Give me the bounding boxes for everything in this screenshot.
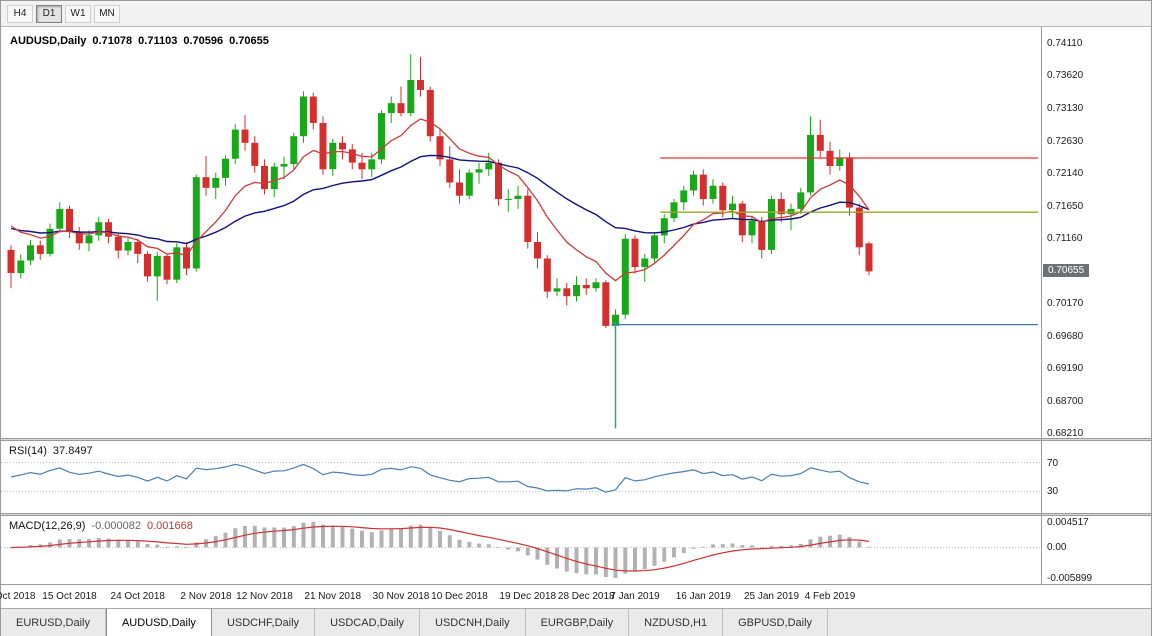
price-chart-panel[interactable]: AUDUSD,Daily 0.71078 0.71103 0.70596 0.7… <box>1 27 1041 438</box>
chart-high-value: 0.71103 <box>138 35 178 47</box>
date-axis-label: 30 Nov 2018 <box>372 591 430 602</box>
date-axis-label: 12 Nov 2018 <box>236 591 293 602</box>
chart-tab-nzdusd[interactable]: NZDUSD,H1 <box>629 609 724 636</box>
rsi-label: RSI(14) 37.8497 <box>9 445 93 457</box>
date-axis-label: 5 Oct 2018 <box>0 591 36 602</box>
chart-tab-usdchf[interactable]: USDCHF,Daily <box>211 609 316 636</box>
macd-scale-min: -0.005899 <box>1047 573 1093 584</box>
chart-tabs-bar: EURUSD,Daily AUDUSD,Daily USDCHF,Daily USDC… <box>1 608 1151 636</box>
date-axis-label: 16 Jan 2019 <box>675 591 731 602</box>
chart-tab-gbpusd[interactable]: GBPUSD,Daily <box>723 609 829 636</box>
rsi-level-label: 30 <box>1047 486 1059 498</box>
chart-tab-eurusd[interactable]: EURUSD,Daily <box>1 609 106 636</box>
macd-indicator-panel[interactable]: MACD(12,26,9) -0.000082 0.001668 <box>1 516 1041 584</box>
date-axis-label: 19 Dec 2018 <box>499 591 557 602</box>
rsi-name: RSI(14) <box>9 445 47 457</box>
price-scale-label: 0.72630 <box>1047 135 1084 147</box>
rsi-indicator-panel[interactable]: RSI(14) 37.8497 <box>1 441 1041 513</box>
scale-separator <box>1041 27 1042 584</box>
date-axis-label: 15 Oct 2018 <box>42 591 97 602</box>
chart-title: AUDUSD,Daily 0.71078 0.71103 0.70596 0.7… <box>10 35 269 47</box>
date-axis-label: 24 Oct 2018 <box>110 591 165 602</box>
chart-symbol-label: AUDUSD,Daily <box>10 35 87 47</box>
chart-tab-usdcad[interactable]: USDCAD,Daily <box>315 609 421 636</box>
price-scale-label: 0.68700 <box>1047 395 1084 407</box>
chart-tab-audusd[interactable]: AUDUSD,Daily <box>105 609 212 636</box>
panel-divider[interactable] <box>1 438 1151 441</box>
price-scale-label: 0.69190 <box>1047 363 1084 375</box>
current-price-badge: 0.70655 <box>1043 264 1090 278</box>
macd-scale-zero: 0.00 <box>1047 542 1067 554</box>
date-axis-label: 2 Nov 2018 <box>180 591 232 602</box>
macd-scale[interactable]: 0.004517 0.00 -0.005899 <box>1042 516 1151 584</box>
date-axis-label: 21 Nov 2018 <box>304 591 362 602</box>
macd-main-value: -0.000082 <box>91 520 141 532</box>
timeframe-button-w1[interactable]: W1 <box>65 4 91 23</box>
price-scale-label: 0.73620 <box>1047 70 1084 82</box>
macd-chart[interactable] <box>1 516 1041 584</box>
date-axis-label: 7 Jan 2019 <box>610 591 660 602</box>
date-axis-label: 4 Feb 2019 <box>804 591 856 602</box>
price-scale-label: 0.74110 <box>1047 37 1083 49</box>
price-scale-label: 0.70170 <box>1047 298 1084 310</box>
price-scale-label: 0.71160 <box>1047 233 1083 245</box>
date-axis[interactable]: 5 Oct 2018 15 Oct 2018 24 Oct 2018 2 Nov 20… <box>0 584 1151 608</box>
macd-scale-max: 0.004517 <box>1047 517 1089 528</box>
chart-tab-usdcnh[interactable]: USDCNH,Daily <box>420 609 526 636</box>
timeframe-button-d1[interactable]: D1 <box>36 4 62 23</box>
panel-divider[interactable] <box>1 513 1151 516</box>
price-scale-label: 0.69680 <box>1047 330 1084 342</box>
date-axis-label: 10 Dec 2018 <box>431 591 488 602</box>
macd-signal-value: 0.001668 <box>146 520 193 532</box>
timeframe-button-h4[interactable]: H4 <box>7 4 33 23</box>
chart-close-value: 0.70655 <box>229 35 269 47</box>
macd-label: MACD(12,26,9) -0.000082 0.001668 <box>9 520 193 532</box>
chart-tab-eurgbp[interactable]: EURGBP,Daily <box>525 609 630 636</box>
rsi-scale[interactable]: 70 30 <box>1042 441 1151 513</box>
price-scale-label: 0.73130 <box>1047 102 1084 114</box>
chart-low-value: 0.70596 <box>183 35 224 47</box>
price-scale-label: 0.71650 <box>1047 200 1084 212</box>
rsi-level-label: 70 <box>1047 457 1059 469</box>
timeframe-button-mn[interactable]: MN <box>94 4 120 23</box>
macd-name: MACD(12,26,9) <box>9 520 86 532</box>
price-scale-label: 0.72140 <box>1047 168 1084 180</box>
date-axis-label: 28 Dec 2018 <box>557 591 615 602</box>
date-axis-label: 25 Jan 2019 <box>743 591 800 602</box>
rsi-chart[interactable] <box>1 441 1041 513</box>
chart-open-value: 0.71078 <box>92 35 133 47</box>
price-scale[interactable]: 0.70655 0.74110 0.73620 0.73130 0.72630 0.72… <box>1042 27 1151 440</box>
rsi-value: 37.8497 <box>52 445 93 457</box>
price-scale-label: 0.68210 <box>1047 428 1084 440</box>
timeframe-toolbar: H4 D1 W1 MN <box>1 1 1151 27</box>
candlestick-chart[interactable] <box>1 27 1041 438</box>
